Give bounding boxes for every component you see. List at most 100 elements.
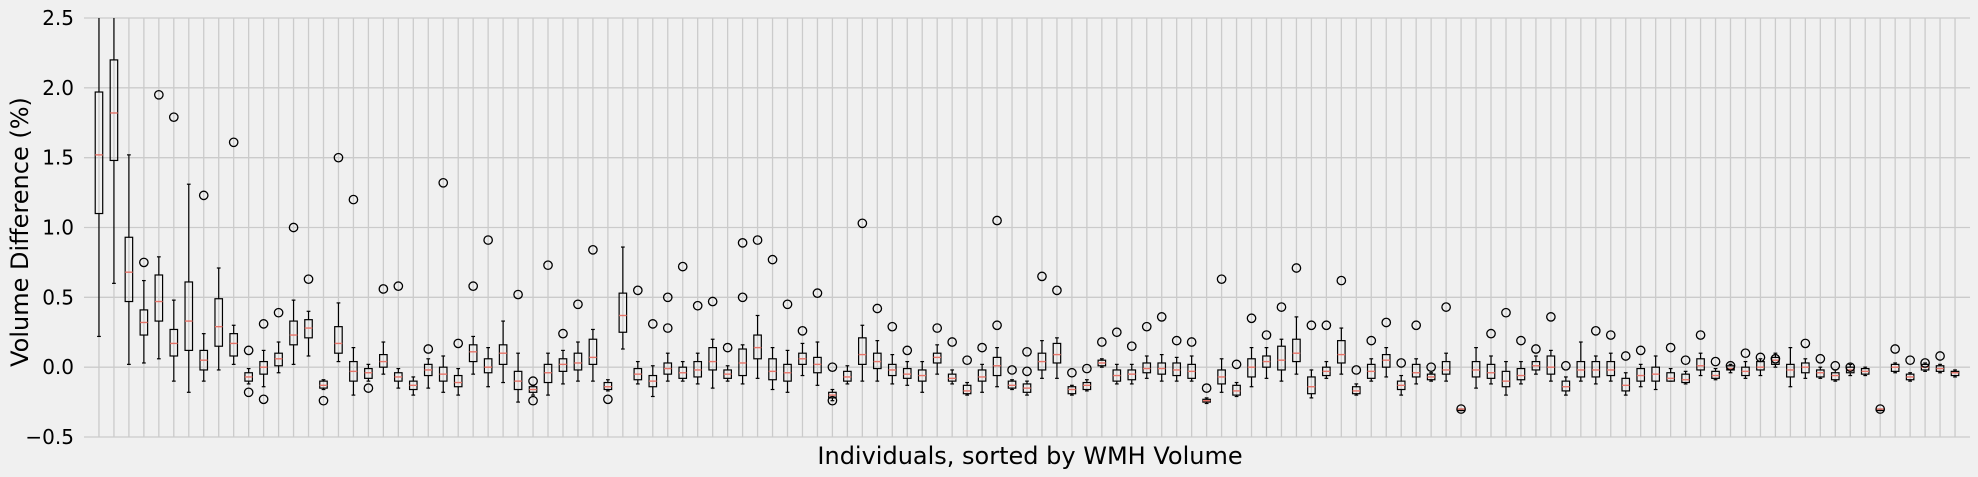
box-iqr: [154, 274, 164, 322]
box-31: [543, 260, 553, 396]
box-25: [453, 338, 464, 396]
outlier-point: [1246, 313, 1257, 324]
box-77: [1231, 359, 1242, 398]
box-iqr: [453, 374, 463, 388]
box-iqr: [1516, 367, 1526, 381]
box-70: [1126, 341, 1137, 385]
outlier-point: [1052, 285, 1062, 296]
outlier-point: [1740, 348, 1751, 359]
box-27: [483, 235, 493, 388]
outlier-point: [1905, 355, 1915, 366]
outlier-point: [228, 137, 239, 148]
outlier-point: [1082, 363, 1092, 374]
box-91: [1441, 302, 1451, 382]
box-32: [558, 328, 568, 385]
outlier-point: [1890, 344, 1901, 354]
box-83: [1321, 320, 1332, 379]
outlier-point: [722, 342, 733, 353]
outlier-point: [1620, 351, 1631, 361]
box-18: [348, 194, 359, 396]
outlier-point: [288, 222, 299, 233]
box-66: [1067, 367, 1077, 396]
outlier-point: [258, 319, 269, 329]
outlier-point: [198, 190, 209, 201]
outlier-point: [1546, 312, 1556, 322]
box-4: [139, 257, 149, 364]
box-58: [947, 337, 958, 385]
box-67: [1082, 363, 1092, 392]
box-75: [1201, 383, 1212, 405]
outlier-point: [1231, 359, 1242, 370]
outlier-point: [1441, 302, 1451, 312]
box-120: [1875, 404, 1886, 414]
outlier-point: [1501, 307, 1511, 318]
box-111: [1740, 348, 1751, 379]
box-10: [228, 137, 239, 365]
box-21: [393, 281, 404, 389]
box-iqr: [858, 337, 867, 365]
box-60: [977, 342, 987, 393]
outlier-point: [1695, 330, 1706, 340]
outlier-point: [273, 307, 284, 318]
box-53: [872, 303, 883, 382]
outlier-point: [1531, 344, 1541, 354]
box-47: [782, 299, 793, 393]
outlier-point: [333, 152, 344, 163]
box-81: [1291, 263, 1302, 375]
box-56: [917, 360, 927, 393]
box-88: [1396, 358, 1407, 396]
box-iqr: [498, 344, 508, 365]
box-iqr: [1606, 360, 1616, 377]
box-104: [1635, 345, 1646, 388]
box-57: [932, 323, 943, 375]
y-tick-label: 2.5: [42, 6, 74, 30]
box-121: [1890, 344, 1901, 374]
box-44: [737, 238, 748, 385]
y-tick-label: 0.0: [42, 355, 74, 379]
box-33: [573, 299, 583, 382]
x-axis-label: Individuals, sorted by WMH Volume: [817, 442, 1242, 470]
box-99: [1561, 360, 1571, 396]
outlier-point: [992, 320, 1002, 331]
outlier-point: [1590, 326, 1601, 336]
outlier-point: [139, 257, 149, 268]
box-iqr: [1307, 376, 1316, 395]
box-26: [468, 281, 479, 375]
box-iqr: [1546, 355, 1556, 375]
box-19: [363, 363, 374, 393]
box-1: [94, 18, 104, 338]
box-iqr: [1052, 342, 1062, 364]
box-24: [438, 177, 449, 393]
outlier-point: [1141, 321, 1152, 332]
outlier-point: [1351, 365, 1362, 375]
box-22: [408, 376, 418, 396]
box-iqr: [1336, 340, 1346, 364]
box-113: [1770, 352, 1781, 368]
box-118: [1845, 362, 1856, 377]
outlier-point: [932, 323, 943, 333]
outlier-point: [348, 194, 359, 205]
box-96: [1516, 335, 1526, 385]
box-90: [1426, 362, 1436, 382]
box-106: [1665, 342, 1676, 382]
box-97: [1531, 344, 1541, 375]
outlier-point: [1935, 351, 1945, 361]
box-51: [843, 365, 852, 385]
box-14: [288, 222, 299, 365]
box-23: [423, 344, 434, 389]
box-39: [662, 292, 673, 382]
box-16: [318, 379, 329, 406]
box-80: [1276, 302, 1287, 382]
box-95: [1501, 307, 1511, 396]
box-69: [1111, 327, 1122, 385]
outlier-point: [677, 261, 688, 272]
box-116: [1815, 353, 1826, 379]
box-38: [647, 319, 658, 398]
outlier-point: [1665, 342, 1676, 353]
outlier-point: [1201, 383, 1212, 393]
box-112: [1755, 352, 1766, 377]
box-108: [1695, 330, 1706, 377]
box-48: [797, 326, 808, 377]
box-iqr: [588, 338, 598, 365]
outlier-point: [1875, 404, 1886, 414]
